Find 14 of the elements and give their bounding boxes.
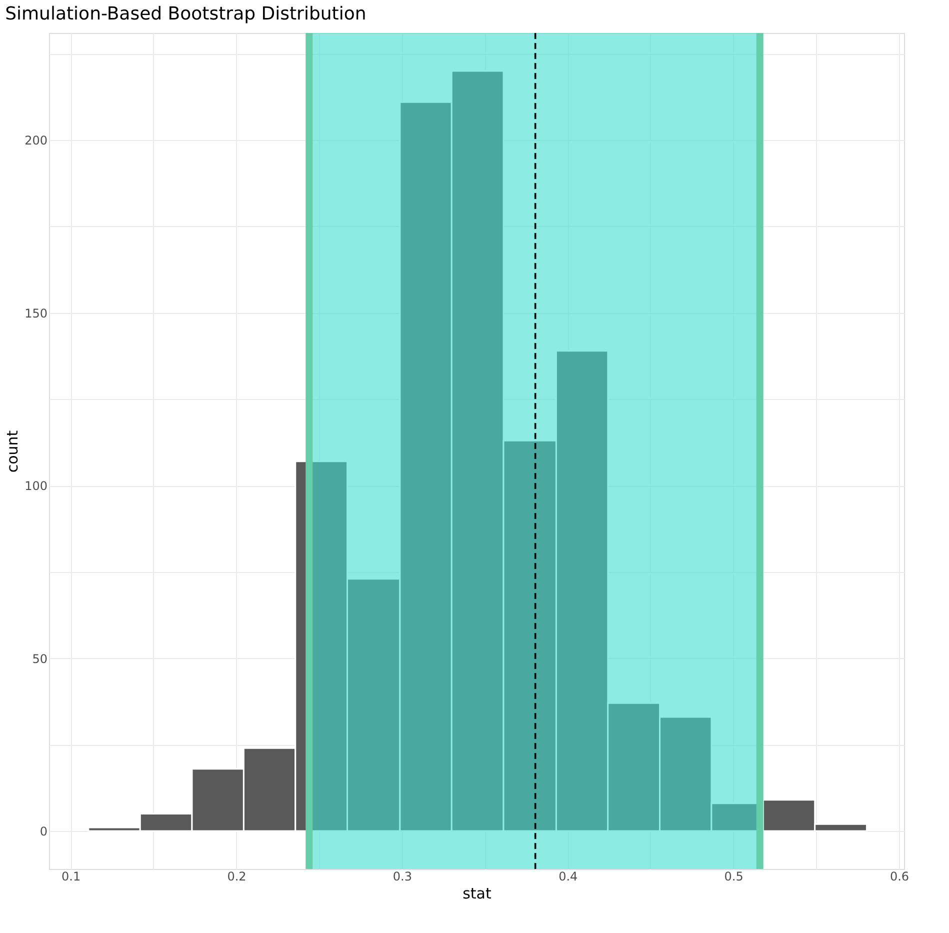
x-tick-label: 0.5 (724, 870, 744, 884)
x-tick-label: 0.4 (558, 870, 578, 884)
x-tick-label: 0.2 (227, 870, 246, 884)
y-tick-label: 50 (32, 652, 48, 666)
y-axis-title: count (4, 430, 22, 473)
x-tick-label: 0.6 (890, 870, 910, 884)
y-tick-label: 200 (24, 134, 48, 148)
y-tick-label: 100 (24, 479, 48, 494)
x-axis-title: stat (462, 884, 492, 902)
x-tick-label: 0.1 (61, 870, 81, 884)
y-tick-label: 150 (24, 306, 48, 320)
y-tick-label: 0 (40, 824, 48, 838)
chart-title: Simulation-Based Bootstrap Distribution (5, 4, 366, 24)
x-tick-label: 0.3 (392, 870, 412, 884)
